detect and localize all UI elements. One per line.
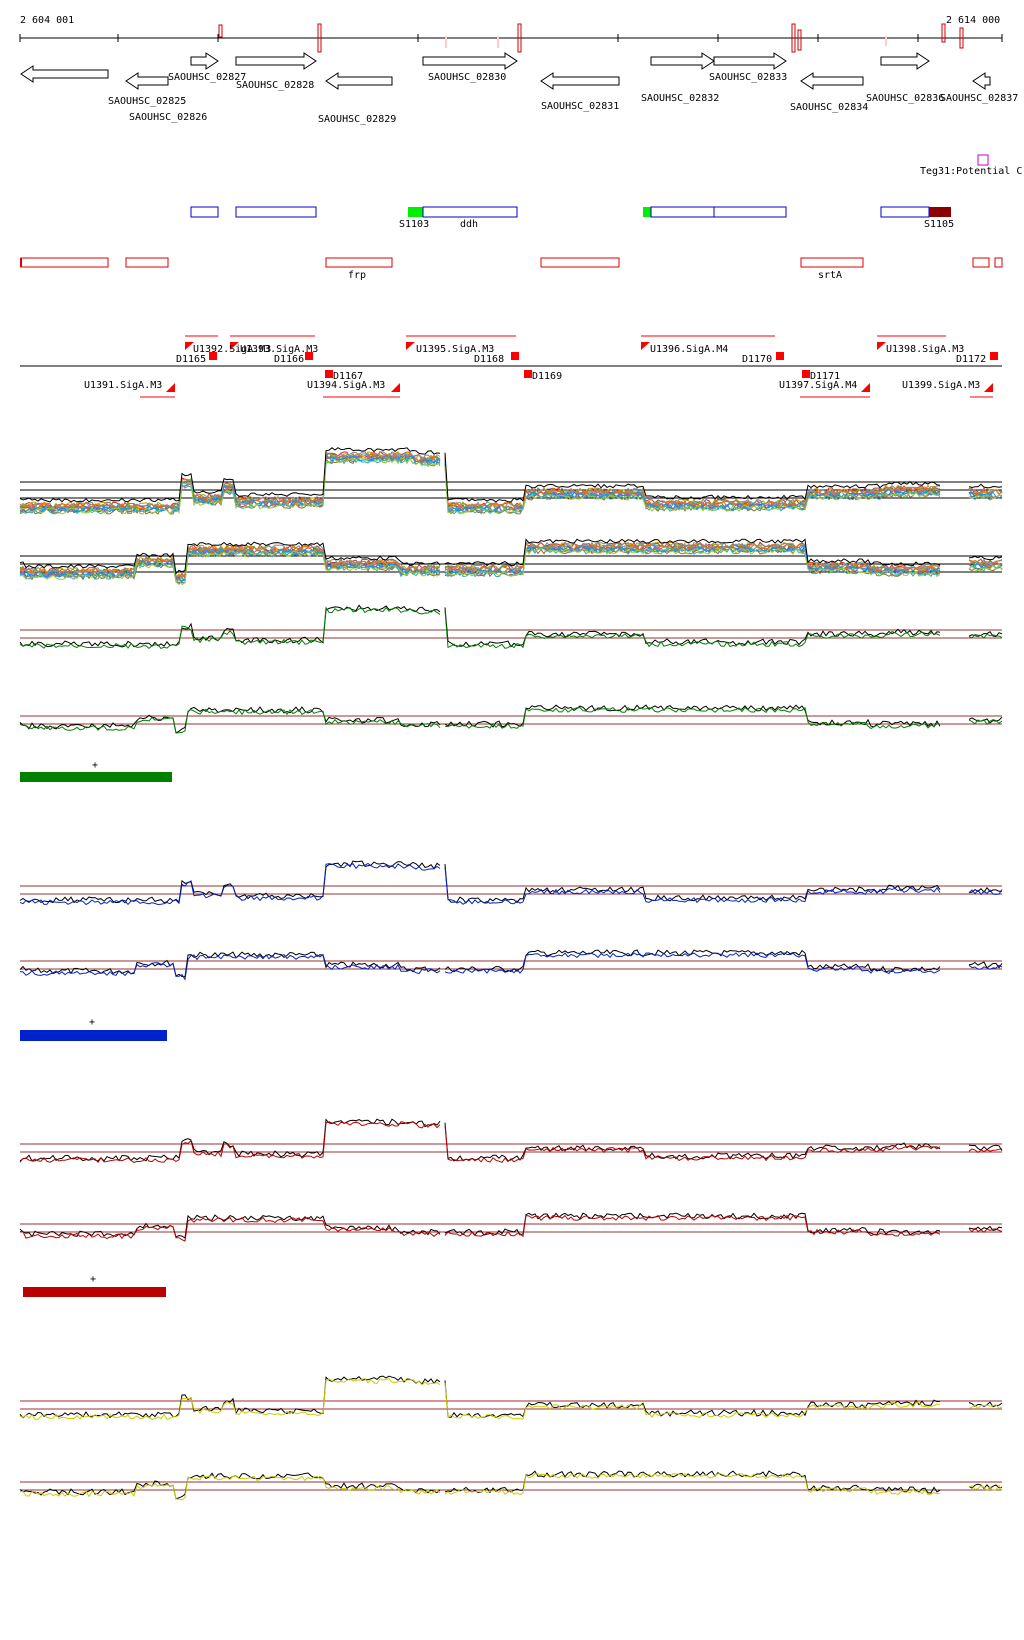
site-label-u1393: U1393.SigA.M3 [240, 344, 318, 355]
gene-arrow[interactable] [713, 52, 787, 70]
condition-legends: + + + [20, 760, 172, 1297]
profile-trace [19, 1378, 1003, 1421]
profile-trace [19, 1121, 1003, 1164]
annotation-label-ddh: ddh [460, 219, 478, 230]
annotation-label-s1103: S1103 [399, 219, 429, 230]
profile-trace [19, 604, 1003, 648]
expression-profiles [19, 447, 1003, 1501]
axis-end-label: 2 614 000 [946, 15, 1000, 26]
gene-label: SAOUHSC_02826 [129, 112, 207, 123]
gene-arrow[interactable] [325, 72, 393, 90]
site-label-u1394: U1394.SigA.M3 [307, 380, 385, 391]
site-label-u1399: U1399.SigA.M3 [902, 380, 980, 391]
gene-arrow[interactable] [800, 72, 864, 90]
gene-arrow[interactable] [972, 72, 991, 90]
profile-trace [19, 538, 1003, 575]
profile-trace [19, 451, 1003, 509]
condition-bar-red [23, 1287, 166, 1297]
profile-trace [19, 547, 1003, 586]
profile-trace [20, 1472, 1003, 1501]
gene-label: SAOUHSC_02830 [428, 72, 506, 83]
gene-label: SAOUHSC_02829 [318, 114, 396, 125]
site-label-u1397: U1397.SigA.M4 [779, 380, 857, 391]
profile-trace [19, 453, 1003, 511]
profile-trace [19, 952, 1003, 981]
gene-arrow[interactable] [190, 52, 219, 70]
gene-label: SAOUHSC_02831 [541, 101, 619, 112]
profile-trace [19, 862, 1003, 906]
gene-arrow[interactable] [235, 52, 317, 70]
profile-trace [19, 1470, 1003, 1500]
condition-bar-blue [20, 1030, 167, 1041]
condition-bar-green [20, 772, 172, 782]
gene-label: SAOUHSC_02828 [236, 80, 314, 91]
site-label-d1170: D1170 [742, 354, 772, 365]
profile-trace [19, 1118, 1003, 1162]
site-label-u1395: U1395.SigA.M3 [416, 344, 494, 355]
site-track: U1392.SigA.M3 U1393.SigA.M3 U1395.SigA.M… [20, 335, 1002, 398]
gene-track: SAOUHSC_02825SAOUHSC_02826SAOUHSC_02827S… [20, 52, 1018, 125]
profile-trace [19, 606, 1003, 650]
coordinate-axis: 2 604 001 2 614 000 [19, 15, 1003, 42]
site-label-u1398: U1398.SigA.M3 [886, 344, 964, 355]
profile-trace [19, 704, 1003, 734]
site-label-d1165: D1165 [176, 354, 206, 365]
rna-track: frp srtA [20, 257, 1003, 281]
condition-marker-blue: + [89, 1017, 95, 1028]
profile-trace [19, 457, 1003, 515]
site-label-u1392: U1392.SigA.M3 [193, 344, 271, 355]
site-label-u1396: U1396.SigA.M4 [650, 344, 728, 355]
gene-arrow[interactable] [125, 72, 169, 90]
gene-arrow[interactable] [20, 65, 109, 83]
axis-start-label: 2 604 001 [20, 15, 74, 26]
annotation-label-frp: frp [348, 270, 366, 281]
profile-trace [19, 451, 1003, 509]
gene-label: SAOUHSC_02827 [168, 72, 246, 83]
gene-label: SAOUHSC_02825 [108, 96, 186, 107]
gene-label: SAOUHSC_02832 [641, 93, 719, 104]
profile-trace [19, 1214, 1003, 1242]
gene-arrow[interactable] [540, 72, 620, 90]
condition-marker-green: + [92, 760, 98, 771]
gene-arrow[interactable] [650, 52, 715, 70]
profile-trace [19, 450, 1003, 509]
profile-trace [19, 1375, 1003, 1419]
gene-label: SAOUHSC_02834 [790, 102, 868, 113]
annotation-label-srta: srtA [818, 270, 842, 281]
site-label-d1171: D1171 [810, 371, 840, 382]
profile-trace [19, 706, 1003, 734]
gene-label: SAOUHSC_02836 [866, 93, 944, 104]
site-label-d1172: D1172 [956, 354, 986, 365]
site-label-d1166: D1166 [274, 354, 304, 365]
condition-marker-red: + [90, 1274, 96, 1285]
teg-annotation: Teg31:Potential C [920, 154, 1022, 177]
profile-trace [19, 949, 1003, 978]
gene-arrow[interactable] [422, 52, 518, 70]
site-label-d1167: D1167 [333, 371, 363, 382]
profile-trace [19, 860, 1003, 904]
site-label-d1168: D1168 [474, 354, 504, 365]
gene-arrow[interactable] [880, 52, 930, 70]
annotation-label-s1105: S1105 [924, 219, 954, 230]
teg-label: Teg31:Potential C [920, 166, 1022, 177]
site-label-u1391: U1391.SigA.M3 [84, 380, 162, 391]
gene-label: SAOUHSC_02833 [709, 72, 787, 83]
profile-trace [19, 447, 1003, 503]
profile-trace [19, 1212, 1003, 1239]
site-label-d1169: D1169 [532, 371, 562, 382]
gene-label: SAOUHSC_02837 [940, 93, 1018, 104]
axis-markers [218, 23, 964, 53]
cds-track: S1103 ddh S1105 [190, 206, 954, 230]
